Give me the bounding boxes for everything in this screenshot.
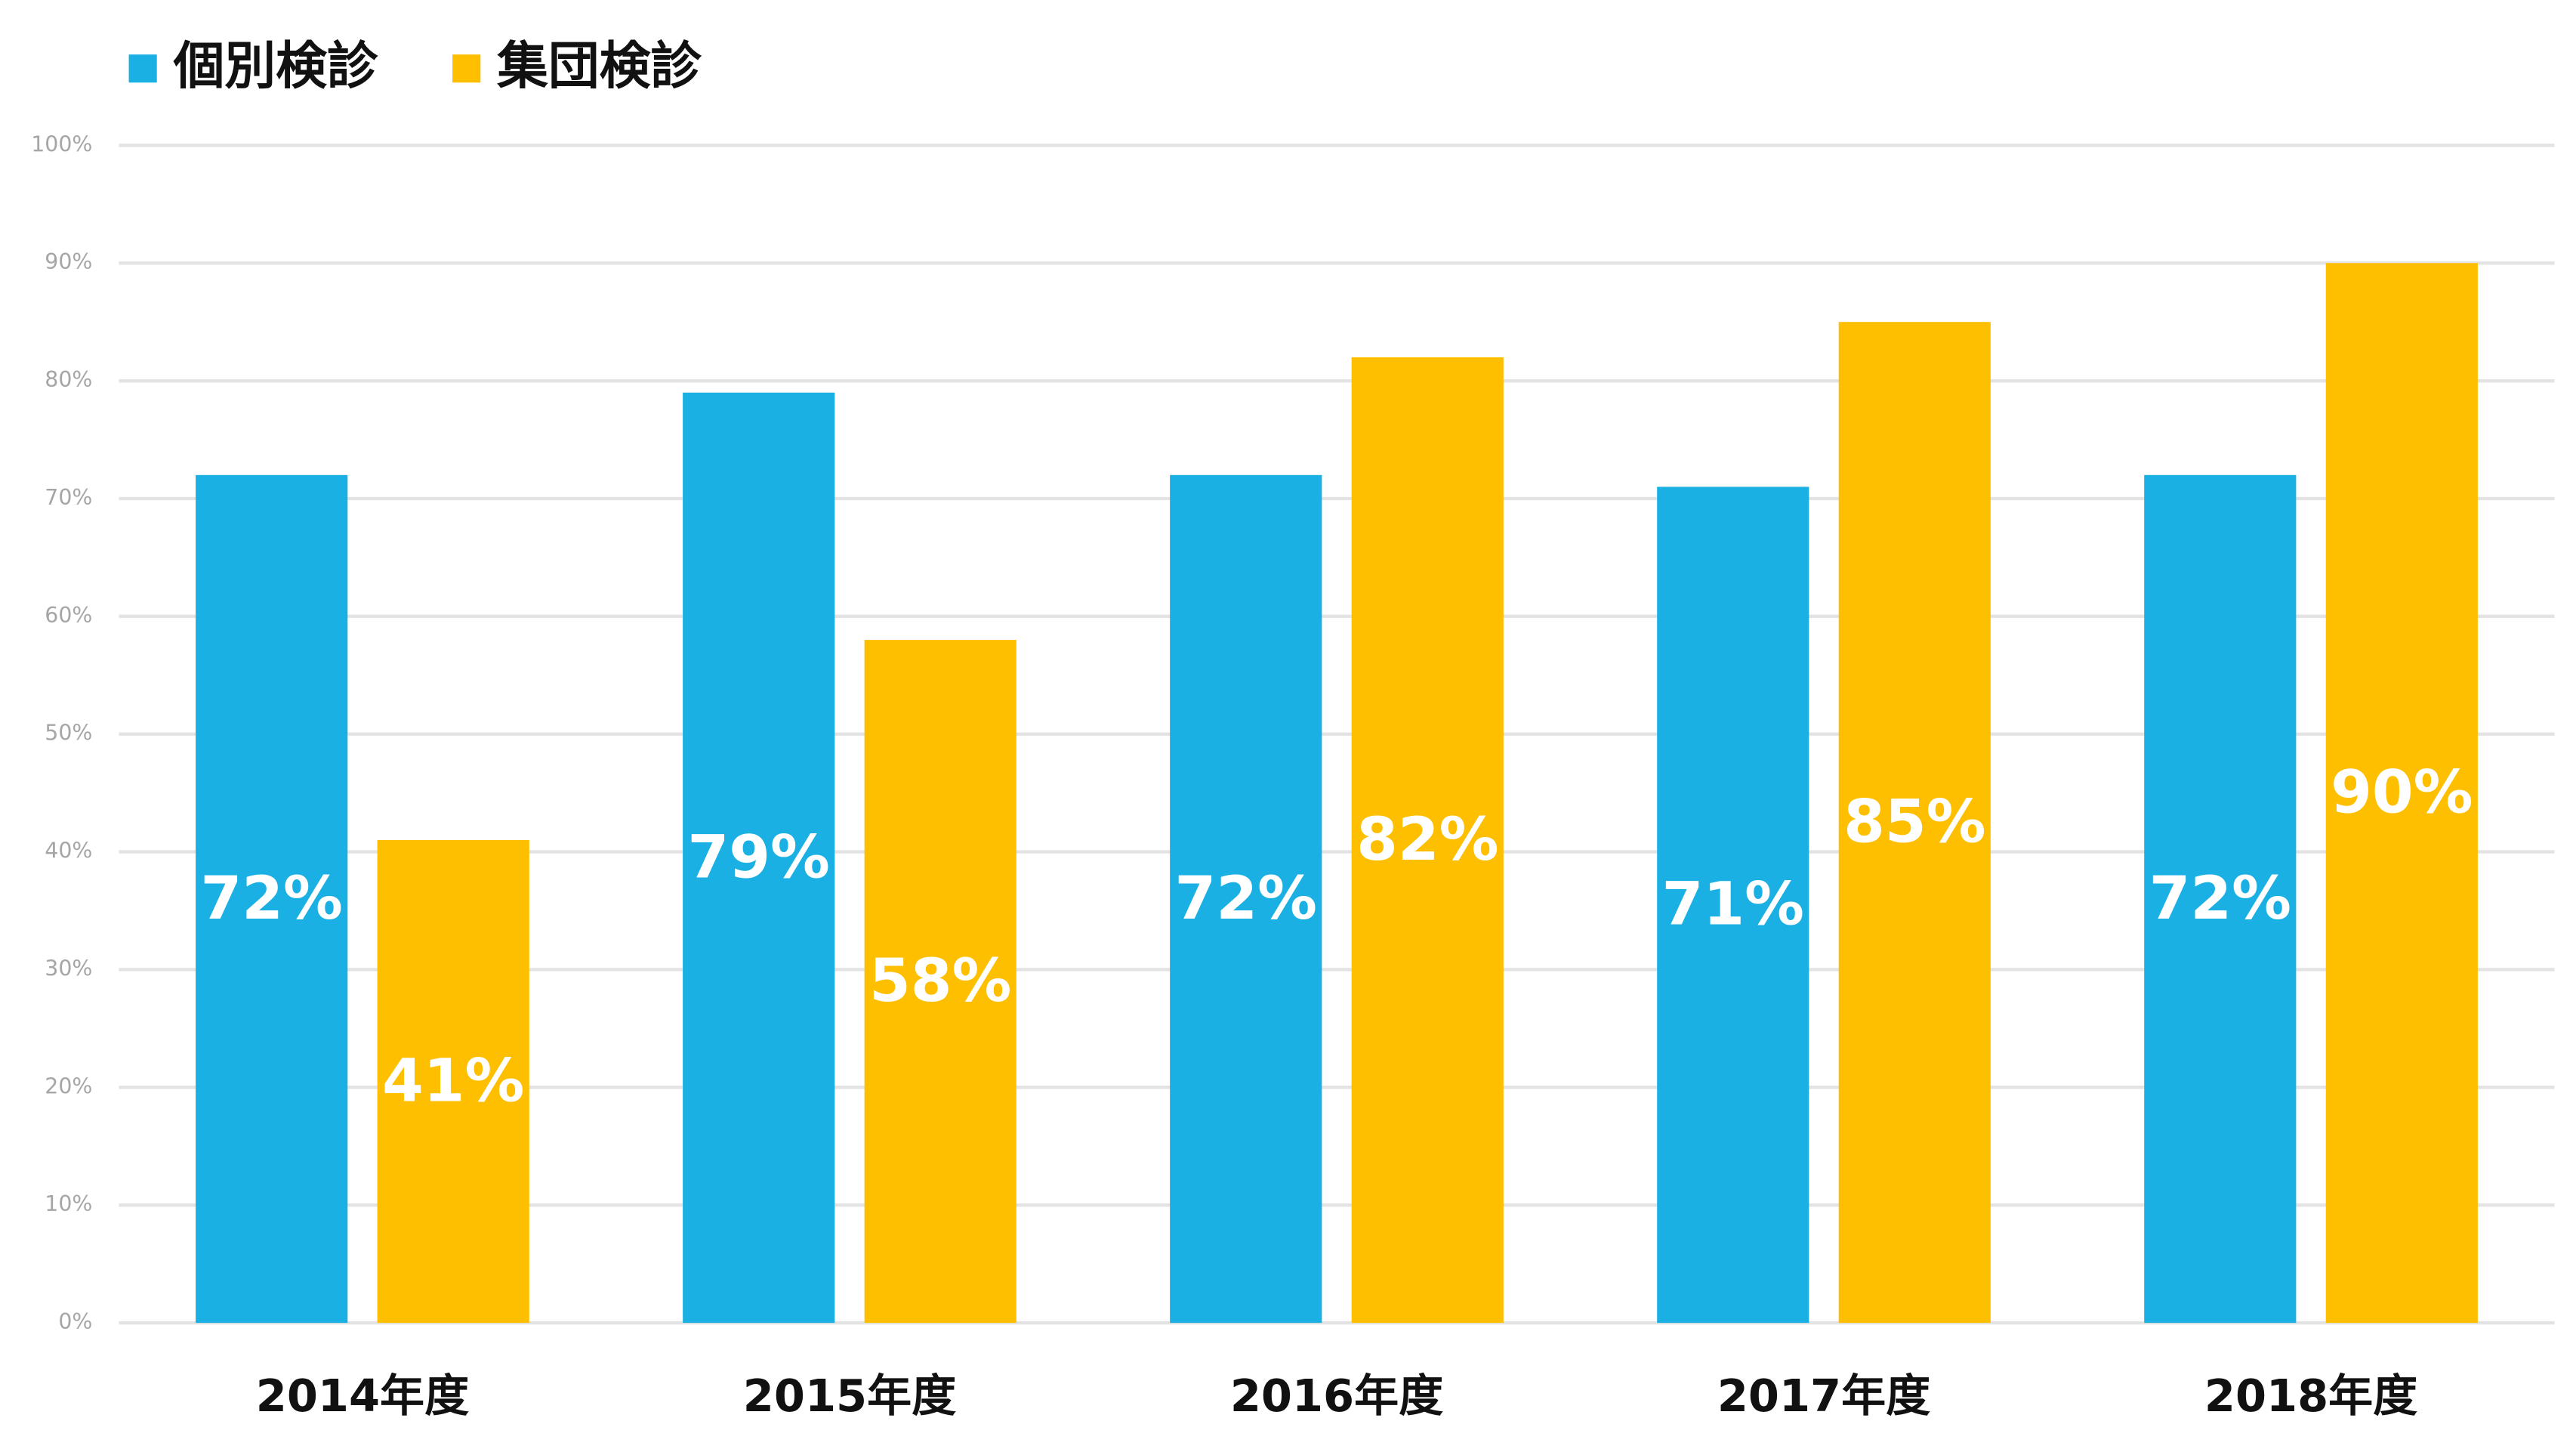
data-label: 72% <box>201 863 343 933</box>
y-tick-label: 90% <box>45 249 92 274</box>
bar <box>864 640 1017 1324</box>
x-tick-label: 2018年度 <box>2204 1370 2417 1422</box>
bar <box>1170 474 1322 1324</box>
y-tick-label: 60% <box>45 603 92 628</box>
data-label: 72% <box>2149 863 2291 933</box>
y-tick-label: 80% <box>45 367 92 392</box>
data-label: 79% <box>688 822 830 891</box>
y-tick-label: 30% <box>45 956 92 981</box>
bar <box>1838 322 1991 1324</box>
y-tick-label: 100% <box>31 131 92 156</box>
x-tick-label: 2015年度 <box>743 1370 956 1422</box>
y-tick-label: 50% <box>45 721 92 746</box>
bar <box>1351 357 1504 1324</box>
data-label: 82% <box>1356 805 1498 874</box>
legend-swatch <box>452 54 481 83</box>
data-label: 72% <box>1175 863 1317 933</box>
y-tick-label: 70% <box>45 485 92 510</box>
legend-swatch <box>128 54 157 83</box>
bar <box>683 392 835 1324</box>
x-tick-label: 2017年度 <box>1717 1370 1930 1422</box>
data-label: 90% <box>2331 758 2473 827</box>
y-tick-label: 40% <box>45 839 92 863</box>
y-tick-label: 10% <box>45 1191 92 1216</box>
bar <box>2325 263 2478 1324</box>
legend-label: 集団検診 <box>496 36 702 95</box>
x-tick-label: 2016年度 <box>1230 1370 1443 1422</box>
bar <box>1657 487 1809 1324</box>
bar <box>196 474 348 1324</box>
y-tick-label: 20% <box>45 1073 92 1098</box>
data-label: 58% <box>869 946 1011 1015</box>
data-label: 41% <box>382 1046 524 1115</box>
bar <box>2144 474 2297 1324</box>
data-label: 85% <box>1843 787 1985 857</box>
bar <box>377 840 529 1324</box>
data-label: 71% <box>1662 870 1804 939</box>
x-tick-label: 2014年度 <box>256 1370 469 1422</box>
y-tick-label: 0% <box>58 1309 92 1334</box>
legend-label: 個別検診 <box>173 36 378 95</box>
